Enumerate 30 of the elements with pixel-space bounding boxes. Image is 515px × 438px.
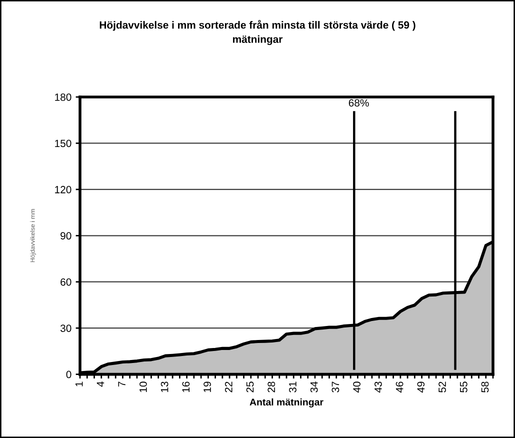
x-tick-label: 19 xyxy=(204,382,211,392)
x-tick-label: 13 xyxy=(160,382,168,392)
x-tick-label: 55 xyxy=(460,382,468,392)
x-tick-label: 49 xyxy=(417,382,425,393)
x-tick-label: 4 xyxy=(96,382,104,387)
x-tick-label: 43 xyxy=(374,382,382,393)
x-tick-label: 58 xyxy=(481,382,489,392)
annotation: 68% xyxy=(348,99,369,107)
y-tick-label: 30 xyxy=(60,324,72,332)
x-tick-label: 25 xyxy=(246,382,254,392)
x-tick-label: 34 xyxy=(310,382,318,392)
x-tick-label: 37 xyxy=(332,382,340,392)
x-tick-label: 1 xyxy=(76,382,83,386)
x-tick-label: 52 xyxy=(438,382,446,392)
y-tick-label: 60 xyxy=(60,278,72,286)
y-tick-label: 0 xyxy=(66,370,72,378)
y-tick-label: 150 xyxy=(55,140,72,148)
x-tick-label: 7 xyxy=(118,382,126,387)
x-tick-label: 46 xyxy=(396,382,404,393)
x-tick-label: 40 xyxy=(353,382,361,393)
chart-title: Höjdavvikelse i mm sorterade från minsta till största värde ( 59 ) mätningar xyxy=(100,20,416,46)
x-tick-label: 16 xyxy=(182,382,190,392)
y-tick-label: 90 xyxy=(60,232,72,240)
x-tick-label: 10 xyxy=(140,382,147,392)
y-tick-label: 120 xyxy=(55,186,72,194)
x-tick-label: 31 xyxy=(289,382,296,392)
x-tick-label: 28 xyxy=(268,382,276,392)
x-tick-label: 22 xyxy=(224,382,232,392)
x-axis-title: Antal mätningar xyxy=(250,398,324,408)
y-tick-label: 180 xyxy=(55,94,72,101)
